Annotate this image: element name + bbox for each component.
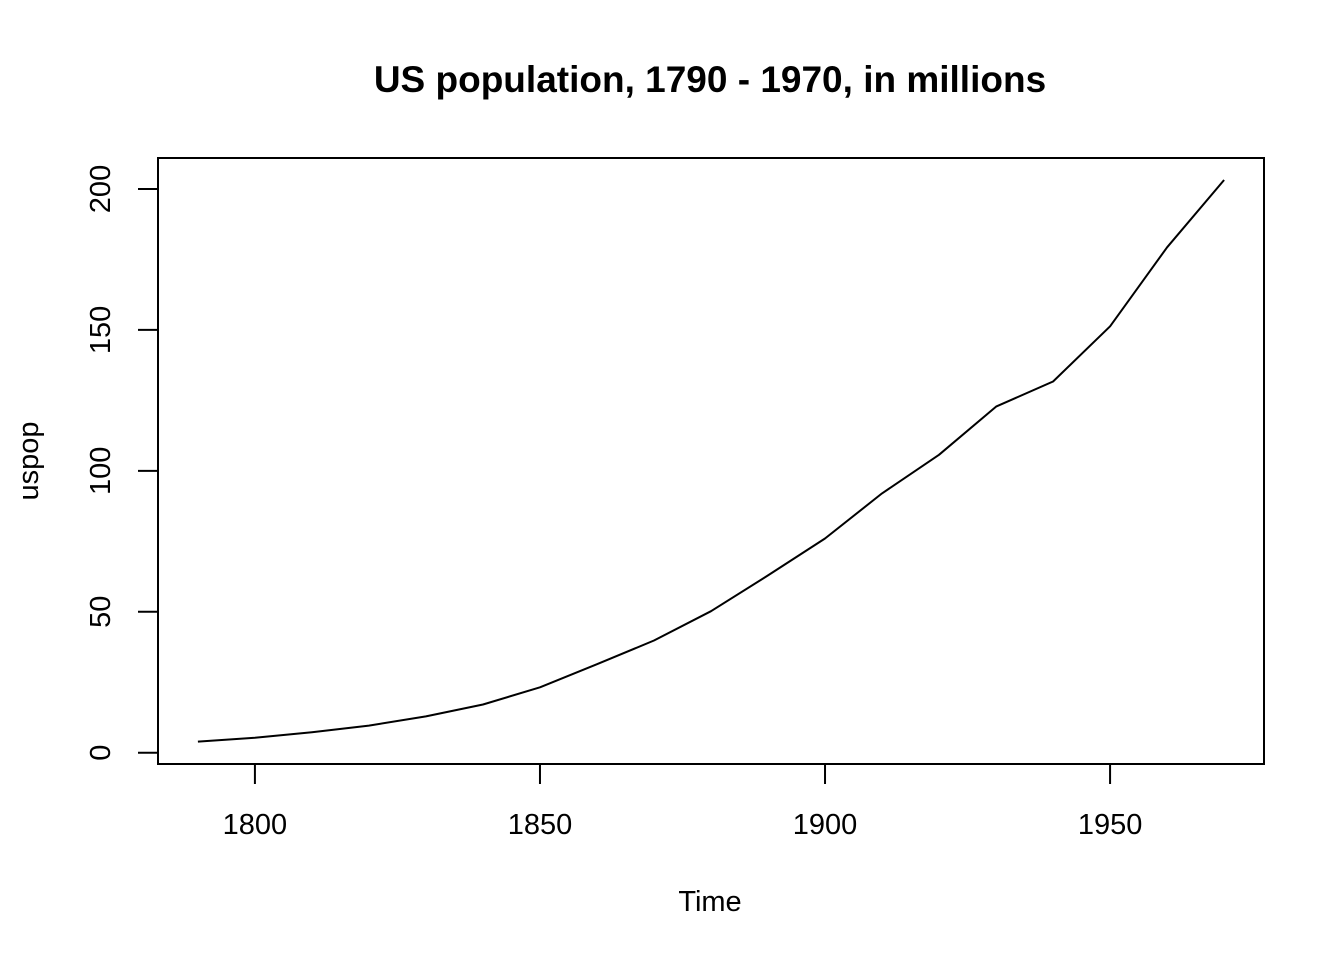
x-tick-label: 1900 — [793, 809, 858, 841]
y-tick-label: 50 — [85, 596, 117, 628]
x-tick-label: 1850 — [508, 809, 573, 841]
plot-frame — [157, 157, 1265, 765]
y-axis-label: uspop — [13, 421, 45, 500]
y-tick-label: 150 — [85, 306, 117, 354]
series-line — [197, 179, 1225, 743]
chart-title: US population, 1790 - 1970, in millions — [374, 59, 1046, 100]
series-layer — [197, 179, 1225, 743]
x-tick-label: 1950 — [1078, 809, 1143, 841]
x-axis-label: Time — [678, 886, 741, 918]
x-tick-label: 1800 — [223, 809, 288, 841]
y-tick-label: 200 — [85, 165, 117, 213]
y-axis: 0 50 100 150 200 — [85, 165, 159, 761]
y-tick-label: 100 — [85, 447, 117, 495]
y-tick-label: 0 — [85, 745, 117, 761]
x-axis: 1800 1850 1900 1950 — [223, 763, 1143, 841]
